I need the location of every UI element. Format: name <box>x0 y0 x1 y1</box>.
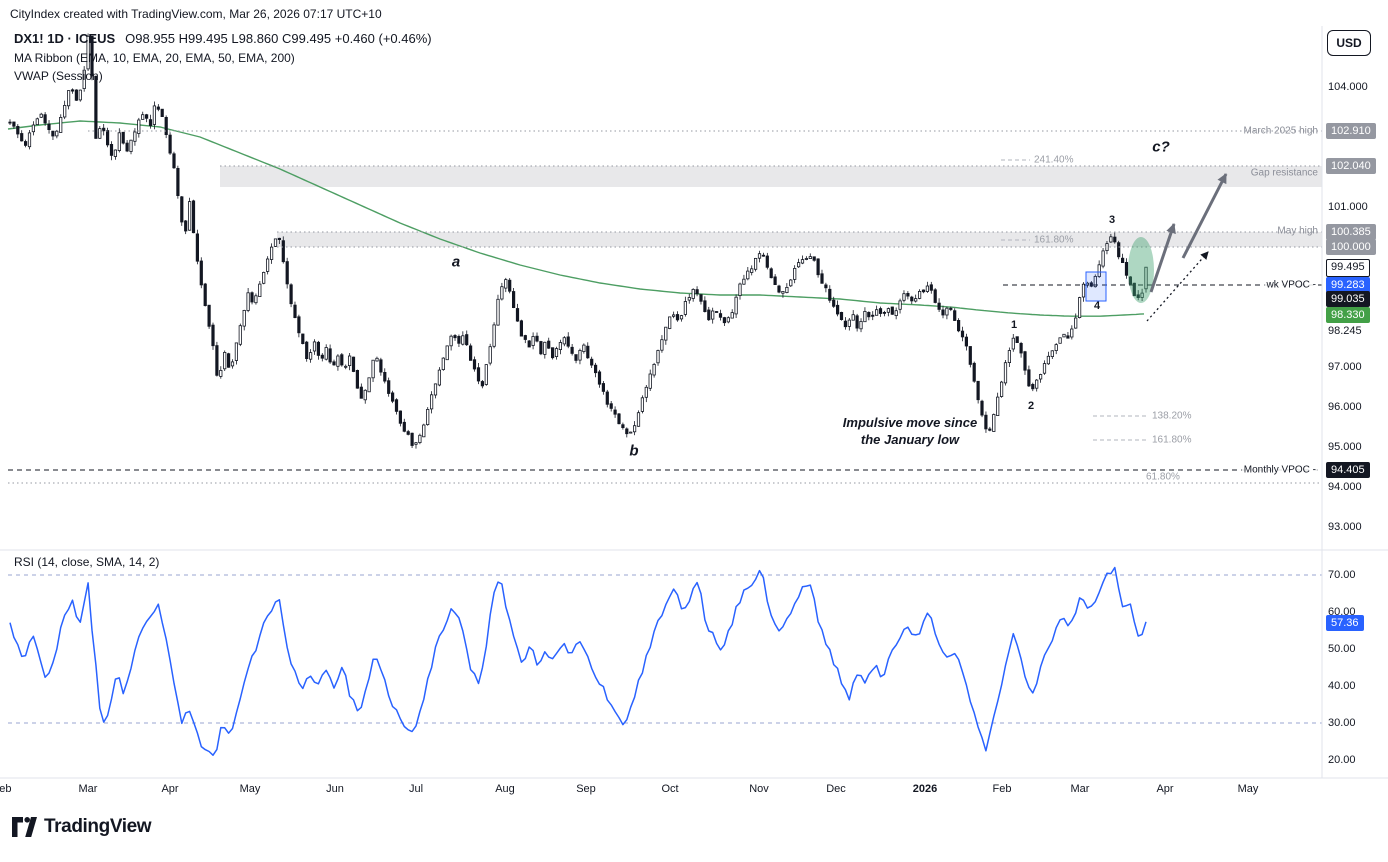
note-impulsive-move[interactable]: Impulsive move since the January low <box>842 415 978 447</box>
price-axis-badge: 100.000 <box>1326 239 1376 255</box>
wave-label-2[interactable]: 2 <box>1027 400 1035 412</box>
price-axis-label: 50.00 <box>1328 643 1356 655</box>
symbol-ohlc-values: O98.955 H99.495 L98.860 C99.495 +0.460 (… <box>125 31 432 46</box>
chart-legend: DX1! 1D · ICEUS O98.955 H99.495 L98.860 C… <box>14 29 432 85</box>
level-label-wk-vpoc[interactable]: wk VPOC - <box>1264 279 1318 291</box>
time-axis-label: Mar <box>78 783 98 795</box>
time-axis-label: Feb <box>992 783 1012 795</box>
may-high-zone <box>277 232 1322 247</box>
currency-toggle-button[interactable]: USD <box>1327 30 1371 56</box>
level-label-march-2025-high[interactable]: March 2025 high <box>1243 125 1319 137</box>
price-axis-badge: 102.040 <box>1326 158 1376 174</box>
price-axis-label: 96.000 <box>1328 401 1362 413</box>
price-axis-label: 97.000 <box>1328 361 1362 373</box>
price-axis-label: 30.00 <box>1328 717 1356 729</box>
time-axis-label: Oct <box>661 783 679 795</box>
projection-arrow <box>1149 223 1176 293</box>
wave-label-1[interactable]: 1 <box>1010 319 1018 331</box>
price-axis-badge: 94.405 <box>1326 462 1370 478</box>
tradingview-logo-icon[interactable] <box>12 816 37 838</box>
price-axis-badge: 98.330 <box>1326 307 1370 323</box>
price-scale[interactable]: 104.000 102.910 102.040 101.000 100.385 100.0… <box>1324 26 1388 778</box>
fib-label-138-20[interactable]: 138.20% <box>1152 410 1192 422</box>
footer-branding: TradingView <box>12 816 152 838</box>
level-label-monthly-vpoc[interactable]: Monthly VPOC - <box>1241 464 1318 476</box>
time-scale[interactable]: Feb Mar Apr May Jun Jul Aug Sep Oct Nov Dec 2026 Feb… <box>0 778 1388 804</box>
price-axis-badge: 99.283 <box>1326 277 1370 293</box>
wave-label-b[interactable]: b <box>629 442 639 460</box>
rsi-legend[interactable]: RSI (14, close, SMA, 14, 2) <box>14 555 160 569</box>
time-axis-label: Feb <box>0 783 12 795</box>
projection-arrow <box>1181 173 1228 259</box>
time-axis-label: Mar <box>1070 783 1090 795</box>
price-axis-badge: 100.385 <box>1326 224 1376 240</box>
price-axis-badge: 99.035 <box>1326 291 1370 307</box>
time-axis-label: May <box>1237 783 1259 795</box>
price-axis-badge: 99.495 <box>1326 259 1370 277</box>
symbol-title: DX1! 1D · ICEUS <box>14 31 116 46</box>
rsi-pane-series <box>8 566 1322 756</box>
ema-200-line <box>7 120 1145 317</box>
indicator-legend-ma-ribbon[interactable]: MA Ribbon (EMA, 10, EMA, 20, EMA, 50, EM… <box>14 51 295 65</box>
fib-label-61-80[interactable]: 61.80% <box>1146 471 1180 483</box>
fib-label-161-80-upper[interactable]: 161.80% <box>1034 234 1074 246</box>
price-axis-label: 104.000 <box>1328 81 1368 93</box>
time-axis-label: 2026 <box>912 783 938 795</box>
tradingview-brand-text[interactable]: TradingView <box>44 816 152 837</box>
projection-dotted-arrow <box>1146 251 1209 322</box>
price-axis-label: 40.00 <box>1328 680 1356 692</box>
fib-label-241-40[interactable]: 241.40% <box>1034 154 1074 166</box>
fib-label-161-80-lower[interactable]: 161.80% <box>1152 434 1192 446</box>
level-label-may-high[interactable]: May high <box>1277 225 1318 237</box>
time-axis-label: Jun <box>326 783 344 795</box>
price-axis-label: 94.000 <box>1328 481 1362 493</box>
price-axis-label: 101.000 <box>1328 201 1368 213</box>
price-axis-label: 20.00 <box>1328 754 1356 766</box>
time-axis-label: Apr <box>1156 783 1174 795</box>
time-axis-label: Apr <box>161 783 179 795</box>
level-label-gap-resistance[interactable]: Gap resistance <box>1250 167 1318 179</box>
price-range-box <box>1085 271 1107 302</box>
indicator-legend-vwap[interactable]: VWAP (Session) <box>14 69 103 83</box>
time-axis-label: Sep <box>576 783 596 795</box>
main-pane-series <box>7 33 1148 449</box>
rsi-line <box>9 566 1147 756</box>
wave-label-3[interactable]: 3 <box>1108 214 1116 226</box>
time-axis-label: Nov <box>749 783 769 795</box>
price-axis-label: 70.00 <box>1328 569 1356 581</box>
chart-attribution-text: CityIndex created with TradingView.com, … <box>10 7 382 21</box>
time-axis-label: May <box>239 783 261 795</box>
symbol-legend-row[interactable]: DX1! 1D · ICEUS O98.955 H99.495 L98.860 C… <box>14 29 432 49</box>
price-axis-badge: 102.910 <box>1326 123 1376 139</box>
highlight-ellipse <box>1128 237 1154 303</box>
gap-resistance-zone <box>220 166 1322 187</box>
price-axis-label: 93.000 <box>1328 521 1362 533</box>
price-axis-label: 98.245 <box>1328 325 1362 337</box>
wave-label-4[interactable]: 4 <box>1093 300 1101 312</box>
wave-label-a[interactable]: a <box>451 253 461 271</box>
time-axis-label: Jul <box>408 783 424 795</box>
wave-label-c[interactable]: c? <box>1152 138 1170 156</box>
price-axis-label: 95.000 <box>1328 441 1362 453</box>
time-axis-label: Dec <box>826 783 846 795</box>
time-axis-label: Aug <box>495 783 515 795</box>
price-axis-badge: 57.36 <box>1326 615 1364 631</box>
